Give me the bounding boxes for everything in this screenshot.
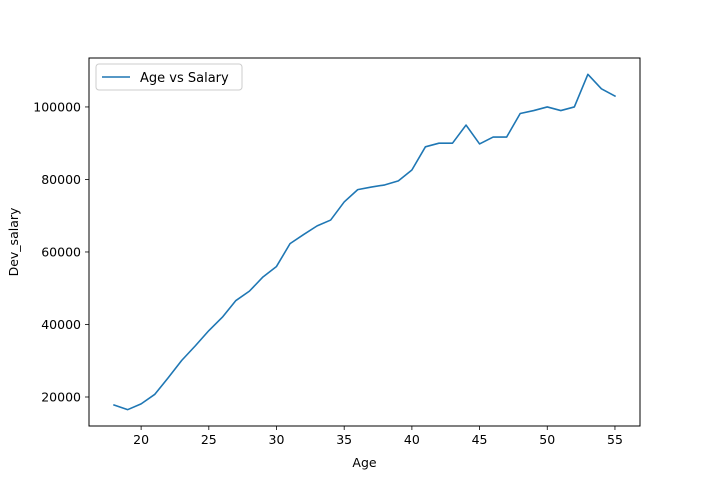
x-tick-label: 40 <box>404 432 420 447</box>
x-tick-label: 55 <box>607 432 623 447</box>
series-line-0 <box>113 73 617 411</box>
x-tick-label: 45 <box>472 432 488 447</box>
x-tick-label: 35 <box>336 432 352 447</box>
y-tick-label: 20000 <box>41 389 81 404</box>
y-tick-label: 80000 <box>41 172 81 187</box>
y-axis: 20000 40000 60000 80000 100000 <box>33 99 89 404</box>
x-tick-label: 25 <box>201 432 217 447</box>
legend: Age vs Salary <box>95 63 243 91</box>
series-layer <box>113 73 617 411</box>
x-tick-label: 30 <box>269 432 285 447</box>
y-axis-label: Dev_salary <box>6 207 21 276</box>
x-axis: 20 25 30 35 40 45 50 55 <box>133 426 623 447</box>
legend-entry-label: Age vs Salary <box>140 71 229 86</box>
y-tick-label: 40000 <box>41 317 81 332</box>
x-tick-label: 50 <box>539 432 555 447</box>
x-tick-label: 20 <box>133 432 149 447</box>
y-tick-label: 60000 <box>41 244 81 259</box>
legend-box <box>95 63 243 91</box>
plot-frame <box>88 57 641 427</box>
x-axis-label: Age <box>352 455 376 470</box>
y-tick-label: 100000 <box>33 99 81 114</box>
